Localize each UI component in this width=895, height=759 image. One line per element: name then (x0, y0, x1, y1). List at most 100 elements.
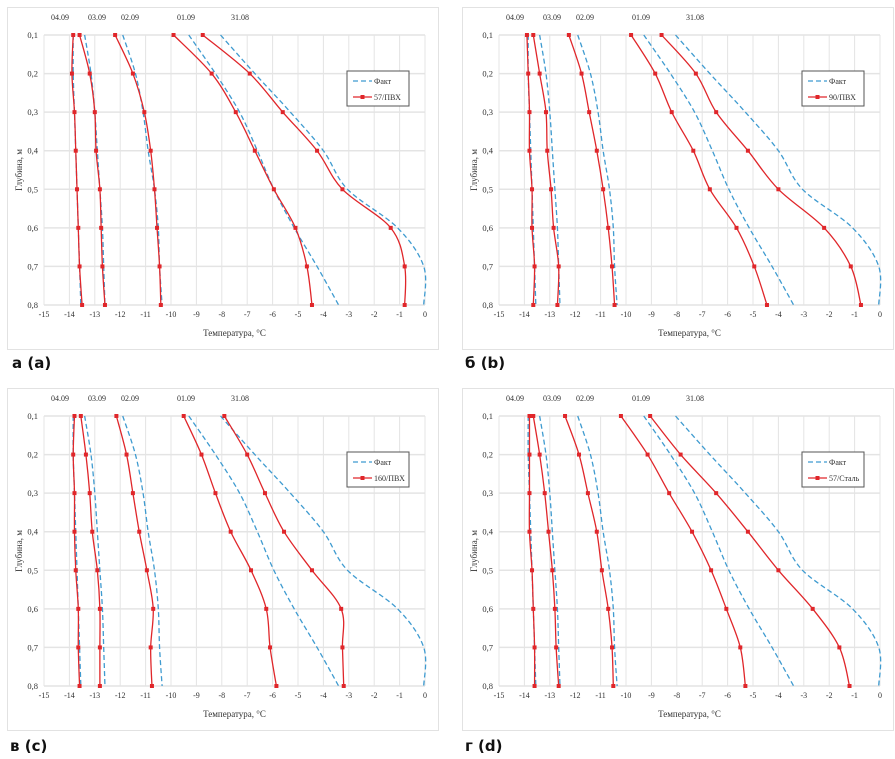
model-point (587, 110, 592, 115)
model-point (200, 33, 205, 37)
model-point (388, 225, 393, 230)
fact-series-31.08 (220, 34, 427, 306)
model-point (546, 529, 551, 534)
y-tick-label: 0,6 (482, 223, 493, 233)
model-point (579, 71, 584, 76)
model-series-31.08 (202, 34, 407, 306)
x-tick-label: -9 (193, 691, 200, 700)
legend: Факт 57/Сталь (801, 451, 865, 488)
y-tick-label: 0,3 (482, 488, 493, 498)
model-point (532, 264, 537, 269)
model-point (556, 264, 561, 269)
legend-fact-label: Факт (829, 458, 847, 467)
model-point (72, 529, 77, 534)
model-point (776, 568, 781, 573)
y-tick-label: 0,1 (27, 411, 38, 421)
x-tick-label: -10 (166, 310, 177, 319)
legend-box (801, 70, 865, 107)
model-point (264, 606, 269, 611)
y-tick-label: 0,5 (482, 565, 493, 575)
y-tick-label: 0,4 (482, 527, 493, 537)
y-tick-label: 0,5 (27, 184, 38, 194)
x-tick-label: -5 (295, 691, 302, 700)
x-tick-label: -13 (89, 310, 100, 319)
model-point (199, 452, 204, 457)
model-point (341, 684, 346, 688)
model-point (707, 187, 712, 192)
model-point (524, 33, 529, 37)
model-point (734, 225, 739, 230)
model-point (268, 645, 273, 650)
fact-series-31.08 (220, 415, 427, 687)
y-tick-label: 0,7 (27, 261, 38, 271)
model-series-04.09 (526, 34, 536, 306)
model-point (678, 452, 683, 457)
model-point (71, 452, 76, 457)
model-series-03.09 (78, 34, 106, 306)
date-label: 31.08 (686, 13, 704, 22)
y-tick-label: 0,7 (482, 261, 493, 271)
y-axis-title: Глубина, м (469, 530, 479, 572)
model-point (606, 225, 611, 230)
x-tick-label: -8 (673, 691, 680, 700)
model-point (606, 606, 611, 611)
x-tick-label: -6 (724, 310, 731, 319)
date-label: 03.09 (543, 13, 561, 22)
model-point (848, 264, 853, 269)
model-point (693, 71, 698, 76)
model-series-31.08 (661, 34, 862, 306)
model-point (102, 303, 107, 307)
model-point (594, 529, 599, 534)
x-tick-label: -10 (621, 691, 632, 700)
model-point (72, 491, 77, 496)
y-tick-label: 0,6 (482, 604, 493, 614)
x-axis-title: Температура, °C (658, 328, 721, 338)
date-label: 31.08 (686, 394, 704, 403)
model-point (527, 452, 532, 457)
model-point (72, 110, 77, 115)
model-point (80, 303, 85, 307)
model-point (645, 452, 650, 457)
model-point (114, 414, 119, 418)
panel-a: -15 -14 -13 -12 -11 -10 -9 -8 -7 -6 -5 -4 -3 -2 -1 0 0,1… (7, 7, 439, 350)
x-tick-label: -8 (218, 691, 225, 700)
caption-c: в (c) (10, 737, 48, 755)
date-label: 03.09 (88, 13, 106, 22)
x-tick-label: 0 (423, 691, 427, 700)
x-tick-label: -3 (800, 310, 807, 319)
x-tick-label: -4 (320, 310, 327, 319)
model-point (738, 645, 743, 650)
y-tick-label: 0,8 (482, 300, 493, 310)
date-label: 02.09 (576, 13, 594, 22)
model-point (531, 303, 536, 307)
date-label: 02.09 (121, 13, 139, 22)
model-point (618, 414, 623, 418)
model-point (78, 414, 83, 418)
model-point (610, 645, 615, 650)
x-tick-label: -5 (750, 691, 757, 700)
model-point (611, 684, 616, 688)
model-point (530, 187, 535, 192)
x-tick-label: -3 (345, 310, 352, 319)
y-tick-label: 0,6 (27, 604, 38, 614)
model-series-03.09 (532, 415, 560, 687)
model-point (247, 71, 252, 76)
model-series-02.09 (564, 415, 614, 687)
model-point (72, 414, 77, 418)
x-tick-label: -11 (140, 310, 150, 319)
legend-fact-label: Факт (829, 77, 847, 86)
model-point (304, 264, 309, 269)
model-point (148, 645, 153, 650)
model-point (340, 645, 345, 650)
x-tick-label: -15 (494, 310, 505, 319)
y-tick-label: 0,5 (27, 565, 38, 575)
model-point (601, 187, 606, 192)
model-point (653, 71, 658, 76)
y-tick-label: 0,1 (27, 30, 38, 40)
model-point (152, 187, 157, 192)
model-point (252, 148, 257, 153)
x-tick-label: -14 (519, 310, 530, 319)
model-series-02.09 (114, 34, 162, 306)
model-point (527, 414, 532, 418)
y-tick-label: 0,4 (482, 146, 493, 156)
